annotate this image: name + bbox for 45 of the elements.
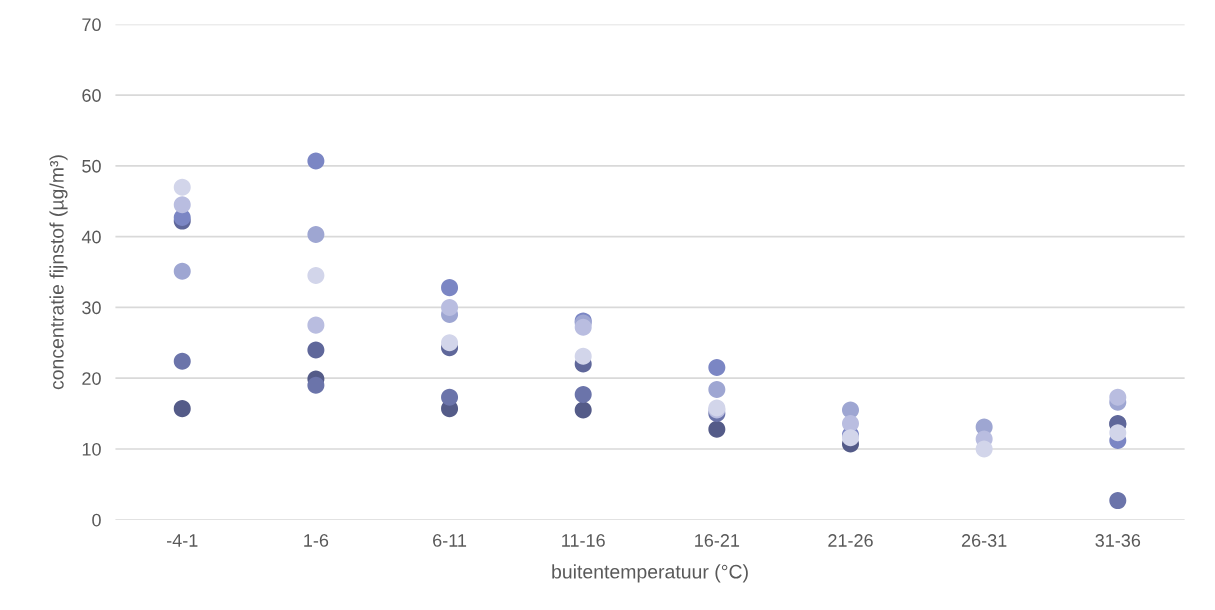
y-tick-label: 20 xyxy=(82,372,101,385)
y-axis-title: concentratie fijnstof (µg/m³) xyxy=(49,155,68,390)
point xyxy=(173,178,191,196)
point xyxy=(574,318,592,336)
point xyxy=(708,420,726,438)
x-tick-label: 1-6 xyxy=(304,534,329,547)
x-tick-label: -4-1 xyxy=(167,534,198,547)
x-tick-label: 26-31 xyxy=(961,534,1007,547)
point xyxy=(574,401,592,419)
point xyxy=(307,152,325,170)
point xyxy=(441,388,459,406)
point xyxy=(1109,424,1127,442)
y-tick-label: 70 xyxy=(82,18,101,32)
x-tick-label: 16-21 xyxy=(695,534,740,547)
y-tick-label: 0 xyxy=(92,513,101,527)
point xyxy=(708,359,726,377)
point xyxy=(173,196,191,214)
point xyxy=(307,376,325,394)
point xyxy=(841,414,860,432)
point xyxy=(307,226,325,244)
x-tick-label: 31-36 xyxy=(1095,534,1141,547)
point xyxy=(441,279,459,297)
point xyxy=(1109,492,1127,510)
x-tick-label: 6-11 xyxy=(433,534,467,547)
point xyxy=(574,385,592,403)
y-tick-label: 30 xyxy=(82,301,101,315)
point xyxy=(307,316,325,334)
point xyxy=(173,400,191,418)
x-tick-label: 21-26 xyxy=(828,534,873,547)
point xyxy=(173,352,191,370)
x-axis-title: buitentemperatuur (°C) xyxy=(552,564,748,583)
point xyxy=(1109,388,1127,406)
point xyxy=(307,267,325,285)
y-tick-label: 60 xyxy=(82,89,101,102)
point xyxy=(173,262,191,280)
point xyxy=(708,381,726,399)
point xyxy=(574,347,592,365)
y-tick-label: 50 xyxy=(82,159,101,173)
point xyxy=(441,298,459,316)
x-tick-label: 11-16 xyxy=(562,534,605,547)
point xyxy=(975,440,993,458)
point xyxy=(307,341,325,359)
y-tick-label: 40 xyxy=(81,230,101,244)
point xyxy=(441,334,459,352)
y-tick-label: 10 xyxy=(82,442,101,456)
